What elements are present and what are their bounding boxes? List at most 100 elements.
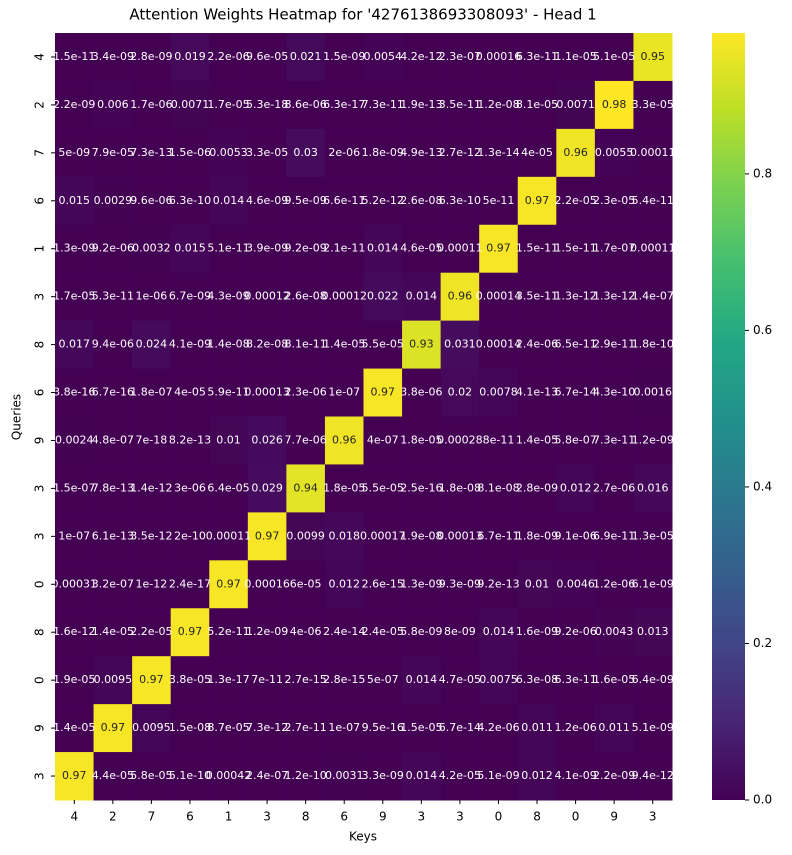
heatmap-cell	[440, 176, 480, 226]
heatmap-cell	[132, 128, 172, 178]
cell-label: 3.3e-05	[632, 98, 674, 111]
cell-label: 4.3e-10	[593, 386, 635, 399]
cell-label: 0.01	[525, 577, 550, 590]
cell-label: 0.0071	[171, 98, 210, 111]
heatmap-cell	[209, 272, 249, 322]
cell-label: 6.6e-11	[323, 194, 365, 207]
cell-label: 0.94	[293, 481, 318, 494]
heatmap-cell	[440, 128, 480, 178]
x-tick-label: 3	[456, 810, 464, 824]
cell-label: 5.8e-09	[400, 625, 442, 638]
cell-label: 1.8e-10	[632, 338, 674, 351]
cell-label: 0.031	[444, 338, 476, 351]
heatmap-cell	[247, 704, 287, 753]
cell-label: 0.97	[62, 769, 87, 782]
heatmap-cell	[517, 416, 557, 465]
cell-label: 0.014	[213, 194, 245, 207]
heatmap-cell	[402, 416, 442, 465]
heatmap-cell	[594, 512, 634, 561]
heatmap-cell	[402, 512, 442, 561]
cell-label: 2.2e-06	[207, 50, 249, 63]
heatmap-cell	[93, 704, 133, 753]
x-tick-label: 6	[340, 810, 348, 824]
heatmap-cell	[556, 752, 596, 801]
heatmap-cell	[402, 128, 442, 178]
heatmap-cell	[517, 704, 557, 753]
cell-label: 4.6e-05	[400, 242, 442, 255]
x-tick-label: 3	[263, 810, 271, 824]
cell-label: 7e-11	[251, 673, 283, 686]
heatmap-cell	[633, 128, 673, 178]
heatmap-cell	[402, 560, 442, 609]
cell-label: 0.0055	[595, 146, 634, 159]
cell-label: 5.8e-07	[554, 433, 596, 446]
cell-label: 1.7e-05	[207, 98, 249, 111]
cell-label: 0.00013	[244, 386, 290, 399]
heatmap-cell	[247, 80, 287, 130]
cell-label: 1.4e-05	[323, 338, 365, 351]
heatmap-cell	[479, 224, 519, 274]
cell-label: 9.1e-06	[554, 529, 596, 542]
cell-label: 8e-09	[444, 625, 476, 638]
heatmap-cell	[170, 320, 210, 370]
cell-label: 0.93	[409, 338, 434, 351]
heatmap-cell	[517, 752, 557, 801]
heatmap-cell	[55, 656, 95, 705]
heatmap-cell	[324, 704, 364, 753]
cell-label: 1.7e-06	[130, 98, 172, 111]
heatmap-cell	[633, 704, 673, 753]
cell-label: 0.015	[59, 194, 91, 207]
heatmap-cell	[594, 176, 634, 226]
heatmap-cell	[324, 33, 364, 82]
heatmap-cell	[402, 368, 442, 417]
heatmap-cell	[363, 752, 403, 801]
cell-label: 4.7e-05	[439, 673, 481, 686]
heatmap-cell	[556, 368, 596, 417]
x-tick-label: 8	[533, 810, 541, 824]
heatmap-cell	[517, 224, 557, 274]
y-tick-label: 3	[33, 293, 47, 301]
heatmap-cell	[363, 560, 403, 609]
heatmap-cell	[286, 752, 326, 801]
heatmap-cell	[479, 80, 519, 130]
heatmap-cell	[247, 752, 287, 801]
heatmap-cell	[324, 656, 364, 705]
cell-label: 5.1e-10	[169, 769, 211, 782]
cell-label: 1.9e-13	[400, 98, 442, 111]
heatmap-cell	[132, 752, 172, 801]
heatmap-cell	[324, 560, 364, 609]
heatmap-cell	[170, 176, 210, 226]
cell-label: 5.9e-11	[207, 386, 249, 399]
cell-label: 6.7e-14	[439, 721, 481, 734]
heatmap-cell	[324, 752, 364, 801]
cell-label: 2.6e-08	[285, 290, 327, 303]
cell-label: 6e-05	[290, 577, 322, 590]
heatmap-cell	[402, 704, 442, 753]
cell-label: 5.5e-05	[362, 481, 404, 494]
heatmap-cell	[517, 320, 557, 370]
cell-label: 4.2e-05	[439, 769, 481, 782]
heatmap-cell	[55, 464, 95, 513]
cell-label: 1.1e-05	[554, 50, 596, 63]
cell-label: 0.96	[563, 146, 588, 159]
heatmap-cell	[594, 320, 634, 370]
heatmap-cell	[594, 560, 634, 609]
cell-label: 0.014	[367, 242, 399, 255]
cell-label: 7.3e-11	[593, 433, 635, 446]
heatmap-cell	[247, 368, 287, 417]
cell-label: 8.2e-13	[169, 433, 211, 446]
heatmap-cell	[324, 512, 364, 561]
cell-label: 0.97	[371, 386, 396, 399]
heatmap-cell	[132, 176, 172, 226]
cell-label: 2e-06	[328, 146, 360, 159]
cell-label: 0.0053	[209, 146, 248, 159]
colorbar-tick-label: 0.8	[753, 166, 772, 180]
heatmap-cell	[517, 80, 557, 130]
cell-label: 1.8e-05	[323, 481, 365, 494]
cell-label: 0.97	[216, 577, 241, 590]
cell-label: 6.7e-09	[169, 290, 211, 303]
cell-label: 0.00011	[437, 242, 483, 255]
cell-label: 0.019	[174, 50, 206, 63]
cell-label: 2.8e-09	[130, 50, 172, 63]
cell-label: 6.5e-11	[554, 338, 596, 351]
